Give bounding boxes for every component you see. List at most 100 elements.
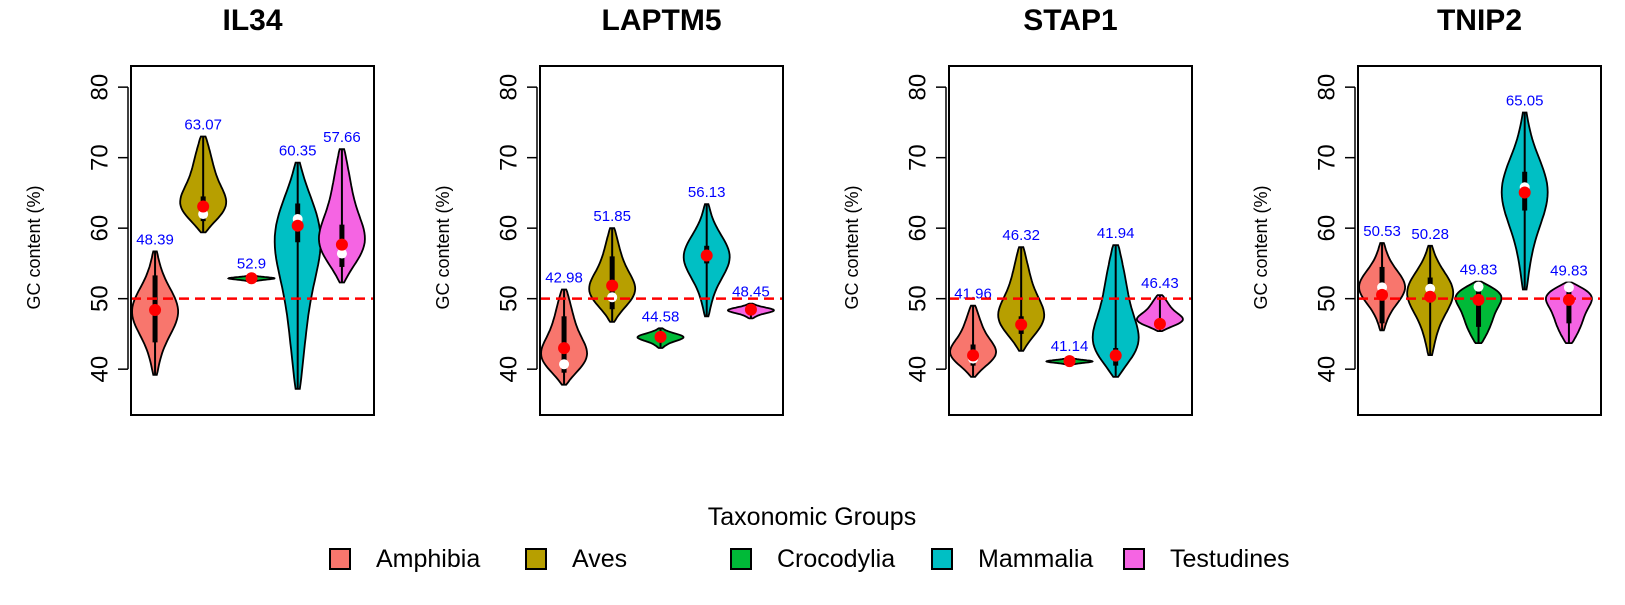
y-axis-title: GC content (%)	[433, 185, 453, 309]
median-point	[1473, 281, 1484, 292]
violin-aves: 63.07	[179, 117, 228, 234]
panel-laptm5: LAPTM5 40 50 60 70 80 GC content (%) 42.98 51.85…	[433, 4, 784, 416]
y-tick-label: 80	[904, 74, 931, 101]
panel-frame	[948, 65, 1193, 416]
violin-amphibia: 42.98	[540, 270, 589, 386]
mean-label: 56.13	[688, 184, 726, 201]
mean-point	[1153, 317, 1166, 330]
y-tick-label: 70	[1313, 144, 1340, 171]
y-tick-label: 40	[86, 356, 113, 383]
y-tick-label: 50	[904, 285, 931, 312]
y-tick-label: 80	[495, 74, 522, 101]
mean-label: 50.28	[1411, 226, 1449, 243]
legend-entry-testudines: Testudines	[1123, 545, 1290, 573]
mean-label: 50.53	[1363, 223, 1401, 240]
mean-label: 42.98	[545, 270, 583, 287]
legend-label: Mammalia	[978, 545, 1093, 573]
panel-title: STAP1	[1023, 4, 1117, 37]
violin-amphibia: 48.39	[131, 231, 179, 376]
panel-stap1: STAP1 40 50 60 70 80 GC content (%) 41.96 46.32 4…	[842, 4, 1193, 416]
y-tick-label: 70	[904, 144, 931, 171]
legend-entry-aves: Aves	[525, 545, 627, 573]
mean-label: 48.45	[732, 284, 770, 301]
violin-mammalia: 41.94	[1091, 225, 1140, 378]
mean-label: 60.35	[279, 143, 317, 160]
mean-point	[558, 342, 571, 355]
mean-label: 49.83	[1550, 262, 1588, 279]
legend: Taxonomic Groups Amphibia Aves Crocodylia Ma…	[329, 503, 1290, 573]
legend-title: Taxonomic Groups	[708, 503, 916, 531]
legend-entry-amphibia: Amphibia	[329, 545, 480, 573]
panel-title: TNIP2	[1437, 4, 1522, 37]
median-point	[559, 359, 570, 370]
y-tick-label: 60	[86, 215, 113, 242]
violin-mammalia: 56.13	[682, 184, 731, 318]
panel-title: IL34	[222, 4, 282, 37]
panel-frame	[539, 65, 784, 416]
violin-crocodylia: 41.14	[1045, 338, 1094, 368]
mean-point	[967, 349, 980, 362]
mean-label: 41.94	[1097, 225, 1135, 242]
mean-label: 41.14	[1051, 338, 1089, 355]
y-tick-label: 40	[495, 356, 522, 383]
mean-point	[291, 219, 304, 232]
violin-crocodylia: 44.58	[636, 308, 685, 349]
legend-label: Amphibia	[376, 545, 480, 573]
violin-crocodylia: 49.83	[1454, 262, 1503, 344]
legend-label: Crocodylia	[777, 545, 895, 573]
y-tick-label: 50	[495, 285, 522, 312]
median-point	[1563, 282, 1574, 293]
legend-swatch	[730, 548, 752, 570]
y-tick-label: 80	[1313, 74, 1340, 101]
mean-point	[1424, 290, 1437, 303]
mean-label: 63.07	[184, 117, 222, 134]
mean-label: 65.05	[1506, 93, 1544, 110]
legend-swatch	[525, 548, 547, 570]
y-axis-title: GC content (%)	[1251, 185, 1271, 309]
legend-swatch	[329, 548, 351, 570]
violin-testudines: 49.83	[1544, 262, 1593, 344]
violin-aves: 46.32	[997, 227, 1046, 352]
mean-point	[1063, 355, 1076, 368]
legend-label: Aves	[572, 545, 627, 573]
legend-swatch	[1123, 548, 1145, 570]
mean-point	[606, 279, 619, 292]
y-tick-label: 40	[1313, 356, 1340, 383]
mean-point	[1109, 349, 1122, 362]
violin-aves: 50.28	[1406, 226, 1455, 356]
mean-label: 49.83	[1460, 262, 1498, 279]
y-tick-label: 50	[86, 285, 113, 312]
median-point	[336, 248, 347, 259]
mean-label: 46.32	[1002, 227, 1040, 244]
y-tick-label: 70	[495, 144, 522, 171]
legend-entry-mammalia: Mammalia	[931, 545, 1093, 573]
median-point	[607, 292, 618, 303]
y-axis-title: GC content (%)	[842, 185, 862, 309]
mean-point	[744, 303, 757, 316]
panel-il34: IL34 40 50 60 70 80 GC content (%) 48.39 63.07 52…	[24, 4, 375, 416]
y-tick-label: 60	[495, 215, 522, 242]
violin-crocodylia: 52.9	[226, 255, 276, 285]
mean-label: 48.39	[136, 231, 174, 248]
panel-tnip2: TNIP2 40 50 60 70 80 GC content (%) 50.53 50.28 4…	[1251, 4, 1602, 416]
mean-label: 51.85	[593, 208, 631, 225]
panel-title: LAPTM5	[602, 4, 722, 37]
violin-testudines: 46.43	[1135, 275, 1184, 332]
mean-point	[1518, 186, 1531, 199]
violin-amphibia: 50.53	[1358, 223, 1407, 332]
mean-label: 44.58	[642, 308, 680, 325]
mean-label: 52.9	[237, 255, 266, 272]
mean-point	[335, 238, 348, 251]
y-axis-title: GC content (%)	[24, 185, 44, 309]
y-tick-label: 60	[1313, 215, 1340, 242]
legend-label: Testudines	[1170, 545, 1290, 573]
mean-label: 46.43	[1141, 275, 1179, 292]
mean-point	[245, 272, 258, 285]
mean-point	[654, 330, 667, 343]
y-tick-label: 80	[86, 74, 113, 101]
y-tick-label: 60	[904, 215, 931, 242]
violin-testudines: 48.45	[726, 284, 775, 320]
mean-label: 57.66	[323, 129, 361, 146]
panel-frame	[130, 65, 375, 416]
